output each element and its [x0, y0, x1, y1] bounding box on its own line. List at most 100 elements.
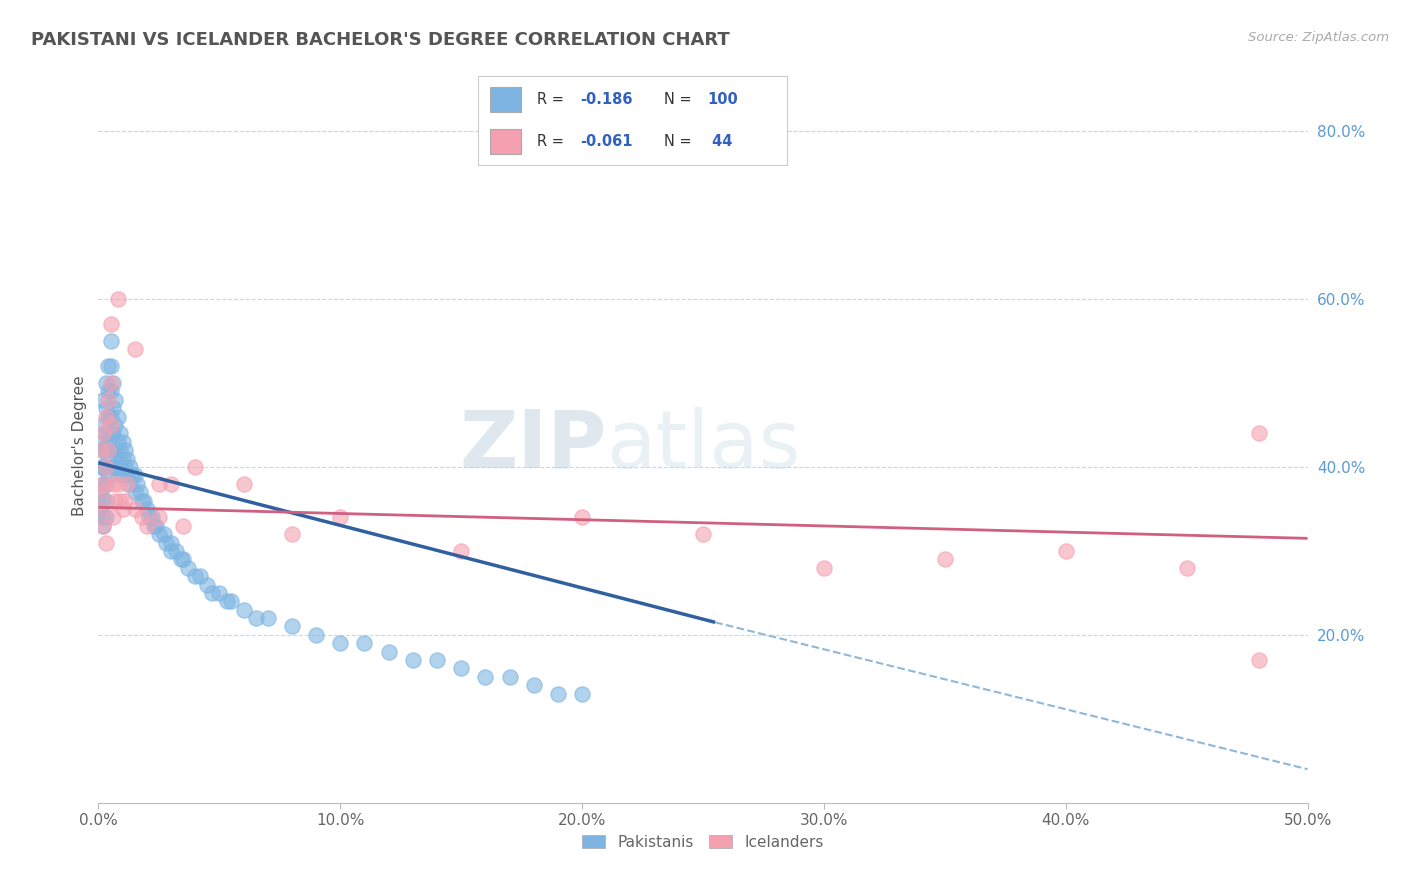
Point	[124, 343, 146, 357]
Point	[184, 569, 207, 583]
Point	[104, 443, 127, 458]
Point	[90, 443, 112, 458]
Point	[114, 460, 136, 475]
Point	[90, 434, 112, 449]
Point	[100, 409, 122, 424]
Point	[143, 518, 166, 533]
Point	[94, 535, 117, 549]
Text: R =: R =	[537, 92, 568, 106]
Point	[100, 426, 122, 441]
Point	[97, 392, 120, 407]
Point	[1249, 653, 1271, 667]
Point	[94, 409, 117, 424]
Point	[201, 586, 224, 600]
Point	[101, 401, 124, 416]
Point	[91, 493, 114, 508]
Point	[91, 476, 114, 491]
Point	[108, 460, 131, 475]
Point	[108, 426, 131, 441]
Point	[934, 552, 956, 566]
Point	[100, 334, 122, 348]
Point	[104, 392, 127, 407]
Point	[1249, 426, 1271, 441]
Point	[97, 443, 120, 458]
Point	[97, 409, 120, 424]
Point	[148, 476, 170, 491]
Point	[107, 468, 129, 483]
Point	[108, 443, 131, 458]
Point	[256, 611, 278, 625]
Point	[172, 518, 194, 533]
Point	[169, 552, 191, 566]
Point	[188, 569, 211, 583]
Point	[100, 384, 122, 399]
Point	[114, 443, 136, 458]
Legend: Pakistanis, Icelanders: Pakistanis, Icelanders	[576, 829, 830, 855]
Point	[305, 628, 328, 642]
Point	[94, 460, 117, 475]
Point	[104, 493, 127, 508]
Point	[91, 460, 114, 475]
Point	[134, 493, 156, 508]
Point	[97, 451, 120, 466]
Point	[100, 417, 122, 432]
Point	[94, 460, 117, 475]
Text: 100: 100	[707, 92, 738, 106]
Point	[135, 502, 157, 516]
Point	[101, 426, 124, 441]
Point	[148, 510, 170, 524]
Point	[353, 636, 375, 650]
Point	[124, 468, 146, 483]
Point	[450, 661, 472, 675]
Point	[94, 510, 117, 524]
Point	[100, 376, 122, 390]
Point	[107, 451, 129, 466]
Point	[160, 544, 183, 558]
Point	[426, 653, 449, 667]
Point	[141, 510, 163, 524]
Point	[160, 476, 183, 491]
Point	[111, 434, 134, 449]
Point	[90, 502, 112, 516]
Point	[91, 443, 114, 458]
Point	[571, 510, 593, 524]
Point	[135, 518, 157, 533]
Point	[107, 476, 129, 491]
Point	[90, 460, 112, 475]
Point	[128, 485, 150, 500]
Point	[91, 518, 114, 533]
Point	[97, 468, 120, 483]
Point	[523, 678, 546, 692]
Point	[402, 653, 425, 667]
Point	[184, 460, 207, 475]
Point	[91, 426, 114, 441]
Point	[91, 518, 114, 533]
Point	[94, 493, 117, 508]
Point	[124, 485, 146, 500]
Point	[177, 560, 200, 574]
Point	[215, 594, 238, 608]
Text: N =: N =	[664, 135, 696, 149]
Point	[91, 476, 114, 491]
Point	[1054, 544, 1077, 558]
Point	[450, 544, 472, 558]
Point	[97, 434, 120, 449]
Point	[245, 611, 267, 625]
Point	[111, 468, 134, 483]
Point	[118, 460, 141, 475]
Point	[101, 443, 124, 458]
Point	[114, 493, 136, 508]
Text: -0.186: -0.186	[581, 92, 633, 106]
Point	[94, 401, 117, 416]
Point	[131, 510, 153, 524]
Point	[160, 535, 183, 549]
Point	[571, 687, 593, 701]
Text: -0.061: -0.061	[581, 135, 633, 149]
Point	[101, 460, 124, 475]
Point	[377, 645, 399, 659]
Point	[94, 376, 117, 390]
FancyBboxPatch shape	[491, 129, 522, 154]
Point	[101, 510, 124, 524]
Point	[107, 292, 129, 306]
Text: ZIP: ZIP	[458, 407, 606, 485]
